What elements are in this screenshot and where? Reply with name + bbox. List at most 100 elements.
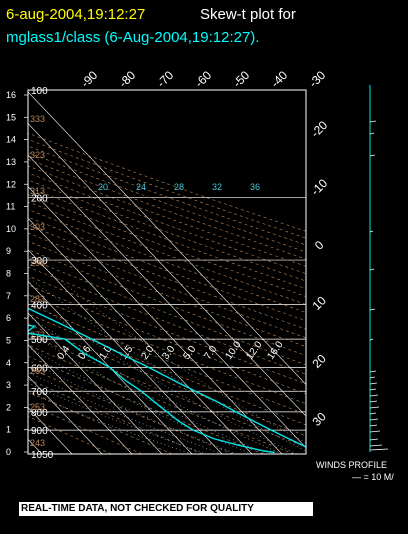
pressure-label: 600 xyxy=(31,363,48,374)
wind-barb xyxy=(369,438,379,441)
dry-adiabat-line xyxy=(28,334,306,448)
dry-adiabat-line xyxy=(28,403,142,454)
isotherm-line xyxy=(28,186,283,454)
dry-adiabat-line xyxy=(28,275,306,385)
dry-adiabat-label-left: 303 xyxy=(30,222,45,232)
km-tick-label: 12 xyxy=(6,179,16,189)
dry-adiabat-label-left: 323 xyxy=(30,150,45,160)
wind-barb xyxy=(369,230,374,233)
dry-adiabat-line xyxy=(28,284,306,395)
isotherm-top-label: -80 xyxy=(116,68,138,90)
moist-adiabat-line xyxy=(28,360,238,454)
mixing-ratio-label: 36 xyxy=(250,182,260,192)
dry-adiabat-label-left: 313 xyxy=(30,186,45,196)
km-tick-label: 8 xyxy=(6,269,11,279)
dry-adiabat-line xyxy=(28,367,234,454)
title-label: Skew-t plot for xyxy=(200,6,296,23)
moist-adiabat-line xyxy=(28,297,298,454)
wind-barb xyxy=(369,382,378,385)
dry-adiabat-line xyxy=(28,186,306,290)
dry-adiabat-line xyxy=(28,378,203,454)
km-tick-label: 9 xyxy=(6,246,11,256)
dry-adiabat-line xyxy=(28,240,306,347)
dry-adiabat-line xyxy=(28,390,173,454)
dry-adiabat-line xyxy=(28,355,264,454)
isotherm-line xyxy=(28,375,103,454)
pressure-label: 100 xyxy=(31,86,48,97)
dry-adiabat-line xyxy=(28,209,306,313)
km-tick-label: 4 xyxy=(6,358,11,368)
km-tick-label: 13 xyxy=(6,157,16,167)
pressure-label: 1050 xyxy=(31,450,54,461)
pressure-label: 300 xyxy=(31,256,48,267)
isotherm-right-label: 20 xyxy=(309,351,329,371)
km-tick-label: 6 xyxy=(6,313,11,323)
pressure-label: 900 xyxy=(31,426,48,437)
moist-adiabat-label: 12.0 xyxy=(244,339,264,362)
title-date: 6-aug-2004,19:12:27 xyxy=(6,6,145,23)
km-tick-label: 2 xyxy=(6,402,11,412)
plot-frame xyxy=(27,89,307,455)
isotherm-line xyxy=(28,154,306,449)
isotherm-right-label: 30 xyxy=(309,409,329,429)
isotherm-line xyxy=(28,91,306,385)
isotherm-line xyxy=(28,312,163,454)
mixing-ratio-label: 24 xyxy=(136,182,146,192)
wind-barb xyxy=(369,394,379,397)
dry-adiabat-label-left: 293 xyxy=(30,258,45,268)
wind-barb xyxy=(369,154,376,157)
quality-notice: REAL-TIME DATA, NOT CHECKED FOR QUALITY xyxy=(19,502,313,516)
wind-barb xyxy=(369,132,375,135)
isotherm-top-label: -40 xyxy=(268,68,290,90)
wind-barb xyxy=(369,430,381,433)
isotherm-line xyxy=(28,344,133,454)
grid-lines xyxy=(28,90,306,454)
km-tick-label: 15 xyxy=(6,112,16,122)
moist-adiabat-label: 3.0 xyxy=(160,344,177,362)
dry-adiabat-line xyxy=(28,344,295,454)
isotherm-line xyxy=(28,280,193,454)
wind-barb xyxy=(369,418,379,421)
wind-barb xyxy=(369,406,380,409)
wind-barb xyxy=(369,376,376,379)
wind-barb xyxy=(369,268,375,271)
km-tick-label: 14 xyxy=(6,135,16,145)
dry-adiabat-line xyxy=(28,201,306,305)
isotherm-right-label: -20 xyxy=(308,118,330,140)
dry-adiabat-line xyxy=(28,303,306,415)
isotherm-right-label: 10 xyxy=(309,293,329,313)
dry-adiabat-line xyxy=(28,194,306,297)
pressure-label: 500 xyxy=(31,335,48,346)
km-tick-label: 1 xyxy=(6,425,11,435)
dry-adiabat-label-left: 253 xyxy=(30,402,45,412)
wind-barb xyxy=(369,424,378,427)
mixing-ratio-label: 32 xyxy=(212,182,222,192)
dry-adiabat-line xyxy=(28,179,306,282)
dry-adiabat-line xyxy=(28,313,306,426)
dry-adiabat-line xyxy=(28,323,306,437)
title-line2: mglass1/class (6-Aug-2004,19:12:27). xyxy=(6,29,259,46)
temperature-curve xyxy=(28,307,306,449)
dry-adiabat-line xyxy=(28,158,306,260)
dry-adiabat-line xyxy=(28,152,306,253)
wind-barb xyxy=(369,448,389,451)
dry-adiabat-label-left: 263 xyxy=(30,366,45,376)
winds-profile-panel xyxy=(369,85,389,452)
moist-adiabat-label: 5.0 xyxy=(181,344,198,362)
dry-adiabat-line xyxy=(28,232,306,339)
winds-scale: — = 10 M/ xyxy=(352,472,394,482)
wind-barb xyxy=(369,338,374,341)
dry-adiabat-line xyxy=(28,172,306,274)
moist-adiabat-label: 0.4 xyxy=(55,344,72,362)
dry-adiabat-line xyxy=(28,132,306,232)
wind-barb xyxy=(369,370,377,373)
dry-adiabat-line xyxy=(28,145,306,246)
dry-adiabat-line xyxy=(28,165,306,267)
dry-adiabat-line xyxy=(28,266,306,375)
moist-adiabat-label: 2.0 xyxy=(139,344,156,362)
dry-adiabat-line xyxy=(28,249,306,356)
km-tick-label: 10 xyxy=(6,224,16,234)
moist-adiabat-label: 16.0 xyxy=(265,339,285,362)
